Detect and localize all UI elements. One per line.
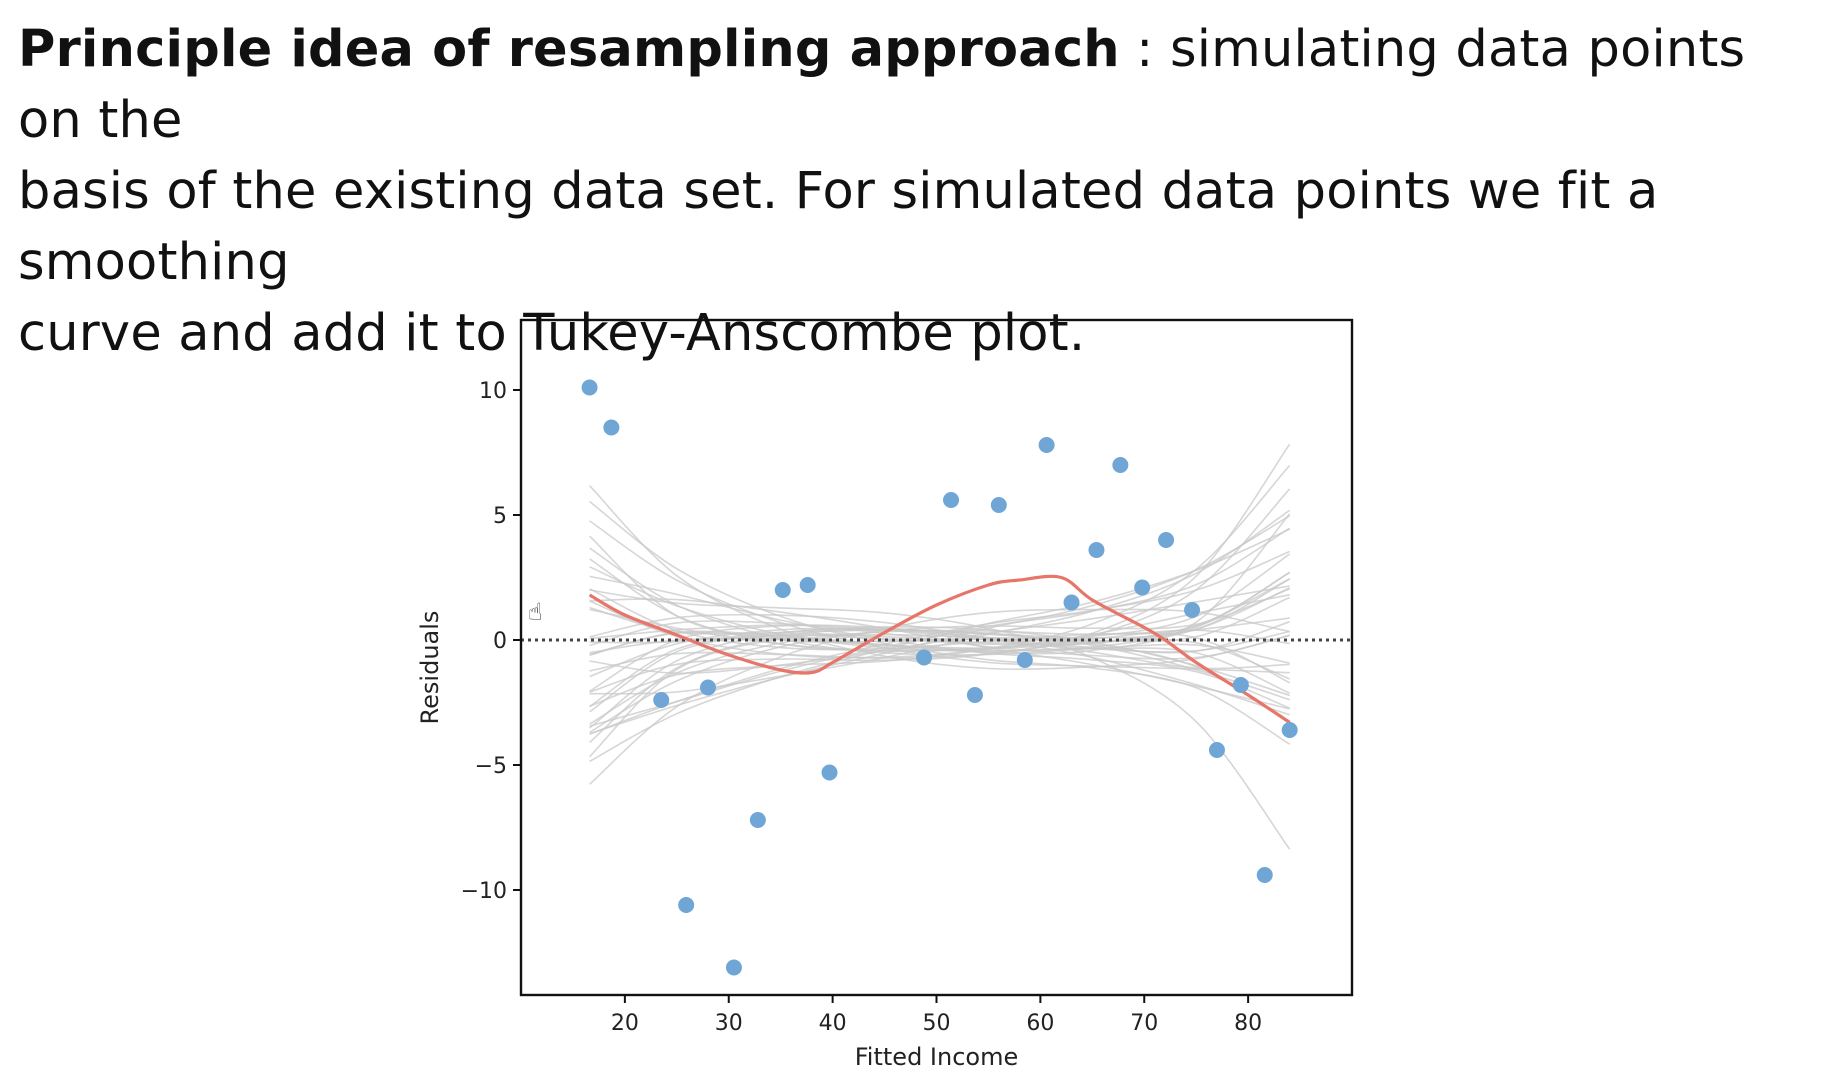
x-tick-label: 20 [611,1011,639,1036]
residual-point [725,959,742,976]
y-tick-label: −5 [475,754,507,779]
residual-points-group [581,379,1298,976]
residual-point [1158,532,1175,548]
residual-point [990,497,1007,513]
simulated-curve [589,515,1291,735]
residual-point [1112,457,1129,473]
slide-line-3: curve and add it to Tukey-Anscombe plot. [18,304,1086,363]
residual-point [1063,594,1080,611]
simulated-curve [589,443,1291,693]
y-axis-label: Residuals [416,611,444,725]
x-tick-label: 30 [715,1011,743,1036]
residual-point [799,577,816,593]
residual-point [774,582,791,598]
simulated-curve [589,585,1290,675]
simulated-curves-group [589,443,1291,850]
slide-line-2: basis of the existing data set. For simu… [18,162,1659,292]
simulated-curve [589,553,1291,758]
simulated-curve [589,547,1290,664]
y-tick-label: −10 [461,879,507,904]
residual-point [1088,542,1105,558]
residual-point [1134,579,1151,596]
x-tick-label: 50 [923,1011,951,1036]
x-tick-label: 70 [1130,1011,1158,1036]
x-axis-ticks: 20 30 40 50 60 70 80 [611,995,1262,1036]
simulated-curve [589,500,1291,745]
residual-point [1256,867,1273,883]
residual-point [581,379,598,396]
slide-line-1: Principle idea of resampling approach : … [18,14,1818,156]
y-tick-label: 10 [479,379,507,404]
hand-cursor-icon: ☝ [528,598,543,626]
residual-point [1016,652,1033,668]
y-tick-label: 5 [493,504,507,529]
residual-point [749,812,766,828]
y-axis-ticks: −10 −5 0 5 10 [461,379,521,904]
slide-paragraph: Principle idea of resampling approach : … [18,14,1818,369]
residual-point [1232,677,1249,693]
residual-point [1038,437,1055,453]
residual-point [1184,602,1201,618]
residual-point [699,679,716,696]
simulated-curve [589,589,1291,850]
slide-line-1-rest: : simulating data points on the [18,20,1746,150]
x-tick-label: 60 [1026,1011,1054,1036]
x-axis-label: Fitted Income [855,1043,1019,1071]
residual-point [1281,722,1298,738]
slide-bold-lead: Principle idea of resampling approach [18,20,1120,79]
simulated-curve [589,550,1291,735]
simulated-curve [589,626,1290,697]
simulated-curve [589,588,1290,733]
residual-point [1208,742,1225,758]
residual-point [943,492,960,508]
residual-point [603,419,620,436]
simulated-curve [589,509,1291,695]
simulated-curve [589,596,1291,729]
residual-point [821,764,838,781]
x-tick-label: 80 [1234,1011,1262,1036]
x-tick-label: 40 [819,1011,847,1036]
residual-point [678,897,695,913]
residual-point [653,692,670,708]
simulated-curve [589,608,1290,785]
residual-point [966,687,983,703]
simulated-curve [589,624,1290,670]
simulated-curve [589,613,1290,716]
smoothing-curve [588,574,1291,724]
simulated-curve [589,575,1290,709]
residual-point [916,649,933,666]
y-tick-label: 0 [493,629,507,654]
